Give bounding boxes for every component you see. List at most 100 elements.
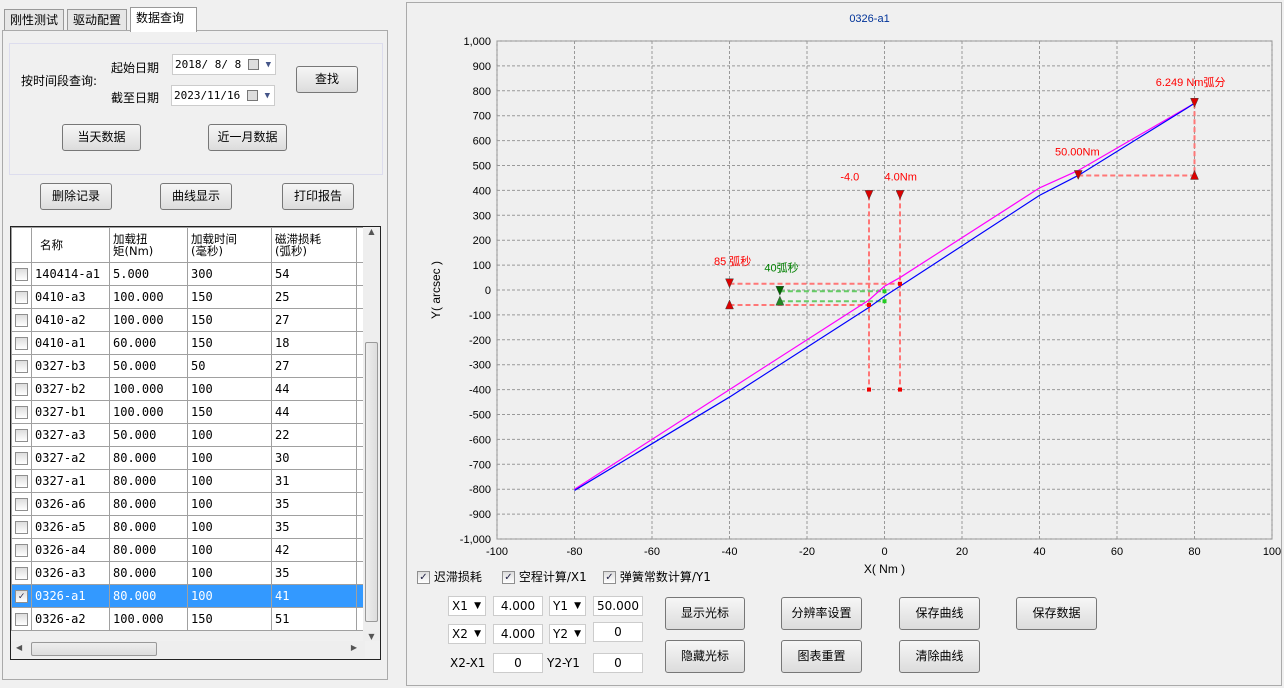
y1-select[interactable]: Y1 ▼ xyxy=(549,596,586,616)
print-report-button[interactable]: 打印报告 xyxy=(282,183,354,210)
x2-select[interactable]: X2 ▼ xyxy=(448,624,486,644)
row-checkbox-cell[interactable] xyxy=(11,492,32,516)
header-torque[interactable]: 加载扭 矩(Nm) xyxy=(109,227,188,263)
row-checkbox[interactable] xyxy=(15,521,28,534)
table-row[interactable]: ✓ 0326-a1 80.000 100 41 xyxy=(11,584,364,608)
table-row[interactable]: 0326-a2 100.000 150 51 xyxy=(11,607,364,631)
row-checkbox-cell[interactable] xyxy=(11,538,32,562)
row-checkbox[interactable] xyxy=(15,268,28,281)
show-curve-button[interactable]: 曲线显示 xyxy=(160,183,232,210)
x1-select[interactable]: X1 ▼ xyxy=(448,596,486,616)
row-checkbox-cell[interactable] xyxy=(11,285,32,309)
delete-record-button[interactable]: 删除记录 xyxy=(40,183,112,210)
row-checkbox[interactable] xyxy=(15,291,28,304)
header-time[interactable]: 加载时间 (毫秒) xyxy=(187,227,272,263)
end-date-picker[interactable]: 2023/11/16 ▼ xyxy=(171,85,275,106)
y1-input[interactable]: 50.000 xyxy=(593,596,643,616)
find-button[interactable]: 查找 xyxy=(296,66,358,93)
table-row[interactable]: 0326-a6 80.000 100 35 xyxy=(11,492,364,516)
show-cursor-button[interactable]: 显示光标 xyxy=(665,597,745,630)
row-checkbox[interactable]: ✓ xyxy=(15,590,28,603)
row-checkbox[interactable] xyxy=(15,383,28,396)
row-checkbox-cell[interactable] xyxy=(11,423,32,447)
horizontal-scrollbar-thumb[interactable] xyxy=(31,642,157,656)
table-row[interactable]: 0327-a3 50.000 100 22 xyxy=(11,423,364,447)
x-tick-label: 0 xyxy=(881,546,887,558)
y2-input[interactable]: 0 xyxy=(593,622,643,642)
row-checkbox[interactable] xyxy=(15,360,28,373)
row-checkbox-cell[interactable] xyxy=(11,469,32,493)
tab-stiffness-test[interactable]: 刚性测试 xyxy=(4,9,65,31)
checkbox-checked-icon[interactable]: ✓ xyxy=(417,571,430,584)
last-month-data-button[interactable]: 近一月数据 xyxy=(208,124,287,151)
save-curve-button[interactable]: 保存曲线 xyxy=(899,597,980,630)
row-checkbox-cell[interactable] xyxy=(11,607,32,631)
row-checkbox-cell[interactable] xyxy=(11,354,32,378)
scroll-left-arrow[interactable]: ◀ xyxy=(16,643,23,652)
dy-input[interactable]: 0 xyxy=(593,653,643,673)
table-row[interactable]: 140414-a1 5.000 300 54 xyxy=(11,262,364,286)
table-row[interactable]: 0326-a4 80.000 100 42 xyxy=(11,538,364,562)
table-row[interactable]: 0410-a3 100.000 150 25 xyxy=(11,285,364,309)
scroll-down-arrow[interactable]: ▼ xyxy=(368,632,375,641)
row-checkbox[interactable] xyxy=(15,613,28,626)
cursor-point xyxy=(882,289,887,294)
hysteresis-chart[interactable]: -100 -80 -60 -40 -20 0 20 40 60 80 1001,0009008007… xyxy=(406,2,1282,582)
reset-chart-button[interactable]: 图表重置 xyxy=(781,640,862,673)
table-row[interactable]: 0327-b1 100.000 150 44 xyxy=(11,400,364,424)
calendar-icon[interactable] xyxy=(247,90,258,101)
row-checkbox[interactable] xyxy=(15,337,28,350)
y2-select[interactable]: Y2 ▼ xyxy=(549,624,586,644)
row-checkbox[interactable] xyxy=(15,567,28,580)
option-spring-constant[interactable]: ✓ 弹簧常数计算/Y1 xyxy=(603,568,711,585)
row-checkbox-cell[interactable] xyxy=(11,308,32,332)
table-row[interactable]: 0327-a1 80.000 100 31 xyxy=(11,469,364,493)
row-checkbox-cell[interactable] xyxy=(11,400,32,424)
row-checkbox-cell[interactable] xyxy=(11,331,32,355)
table-row[interactable]: 0327-b2 100.000 100 44 xyxy=(11,377,364,401)
x2-input[interactable]: 4.000 xyxy=(493,624,543,644)
hide-cursor-button[interactable]: 隐藏光标 xyxy=(665,640,745,673)
vertical-scrollbar[interactable]: ▲ ▼ xyxy=(363,227,380,641)
checkbox-checked-icon[interactable]: ✓ xyxy=(502,571,515,584)
row-checkbox-cell[interactable]: ✓ xyxy=(11,584,32,608)
row-checkbox-cell[interactable] xyxy=(11,446,32,470)
row-checkbox-cell[interactable] xyxy=(11,377,32,401)
x1-input[interactable]: 4.000 xyxy=(493,596,543,616)
row-checkbox[interactable] xyxy=(15,475,28,488)
row-checkbox-cell[interactable] xyxy=(11,262,32,286)
row-checkbox-cell[interactable] xyxy=(11,515,32,539)
row-checkbox-cell[interactable] xyxy=(11,561,32,585)
header-loss[interactable]: 磁滞损耗 (弧秒) xyxy=(271,227,357,263)
table-row[interactable]: 0326-a5 80.000 100 35 xyxy=(11,515,364,539)
row-checkbox[interactable] xyxy=(15,452,28,465)
calendar-icon[interactable] xyxy=(248,59,259,70)
scroll-right-arrow[interactable]: ▶ xyxy=(350,643,357,652)
resolution-settings-button[interactable]: 分辨率设置 xyxy=(781,597,862,630)
option-hysteresis[interactable]: ✓ 迟滞损耗 xyxy=(417,568,482,585)
tab-data-query[interactable]: 数据查询 xyxy=(130,7,197,32)
horizontal-scrollbar[interactable]: ◀ ▶ xyxy=(11,641,365,658)
dx-input[interactable]: 0 xyxy=(493,653,543,673)
table-row[interactable]: 0327-b3 50.000 50 27 xyxy=(11,354,364,378)
row-checkbox[interactable] xyxy=(15,544,28,557)
tab-drive-config[interactable]: 驱动配置 xyxy=(67,9,128,31)
table-row[interactable]: 0410-a1 60.000 150 18 xyxy=(11,331,364,355)
scrollbar-thumb[interactable] xyxy=(365,342,378,622)
table-row[interactable]: 0326-a3 80.000 100 35 xyxy=(11,561,364,585)
row-checkbox[interactable] xyxy=(15,498,28,511)
today-data-button[interactable]: 当天数据 xyxy=(62,124,141,151)
scroll-up-arrow[interactable]: ▲ xyxy=(368,227,375,236)
option-backlash[interactable]: ✓ 空程计算/X1 xyxy=(502,568,587,585)
table-row[interactable]: 0410-a2 100.000 150 27 xyxy=(11,308,364,332)
table-row[interactable]: 0327-a2 80.000 100 30 xyxy=(11,446,364,470)
start-date-picker[interactable]: 2018/ 8/ 8 ▼ xyxy=(172,54,276,75)
save-data-button[interactable]: 保存数据 xyxy=(1016,597,1097,630)
y-tick-label: 0 xyxy=(485,285,491,297)
row-checkbox[interactable] xyxy=(15,429,28,442)
header-name[interactable]: 名称 xyxy=(31,227,110,263)
clear-curve-button[interactable]: 清除曲线 xyxy=(899,640,980,673)
row-checkbox[interactable] xyxy=(15,406,28,419)
row-checkbox[interactable] xyxy=(15,314,28,327)
checkbox-checked-icon[interactable]: ✓ xyxy=(603,571,616,584)
